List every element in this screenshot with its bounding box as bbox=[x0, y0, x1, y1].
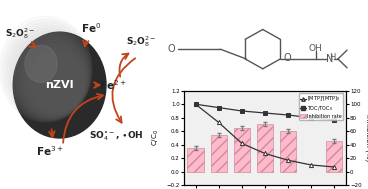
Text: S$_2$O$_8^{2-}$: S$_2$O$_8^{2-}$ bbox=[5, 27, 35, 41]
Circle shape bbox=[4, 22, 91, 120]
Circle shape bbox=[0, 16, 92, 122]
Bar bbox=[257, 125, 273, 172]
Bar bbox=[210, 135, 227, 172]
Text: Fe$^{2+}$: Fe$^{2+}$ bbox=[99, 78, 127, 92]
Text: H: H bbox=[329, 53, 336, 63]
Text: OH: OH bbox=[309, 44, 323, 53]
Y-axis label: C/C$_0$: C/C$_0$ bbox=[151, 129, 161, 146]
Circle shape bbox=[2, 19, 91, 121]
Bar bbox=[234, 128, 250, 172]
Text: N: N bbox=[326, 54, 333, 64]
Text: S$_2$O$_8^{2-}$: S$_2$O$_8^{2-}$ bbox=[125, 34, 156, 49]
Text: O: O bbox=[284, 53, 291, 63]
Text: nZVI: nZVI bbox=[45, 80, 74, 90]
Circle shape bbox=[25, 45, 57, 82]
Legend: [MTP]/[MTP]$_0$, TOC/TOC$_0$, Inhibition rate: [MTP]/[MTP]$_0$, TOC/TOC$_0$, Inhibition… bbox=[298, 93, 343, 120]
Bar bbox=[280, 131, 296, 172]
Text: O: O bbox=[168, 44, 176, 54]
Text: SO$_4^{\bullet-}$, $\bullet$OH: SO$_4^{\bullet-}$, $\bullet$OH bbox=[89, 129, 143, 143]
Y-axis label: Inhibition (%): Inhibition (%) bbox=[365, 114, 368, 162]
Bar bbox=[187, 148, 204, 172]
Circle shape bbox=[13, 32, 106, 138]
Text: Fe$^{3+}$: Fe$^{3+}$ bbox=[36, 144, 64, 158]
Bar bbox=[326, 141, 343, 172]
Text: Fe$^0$: Fe$^0$ bbox=[81, 21, 101, 35]
